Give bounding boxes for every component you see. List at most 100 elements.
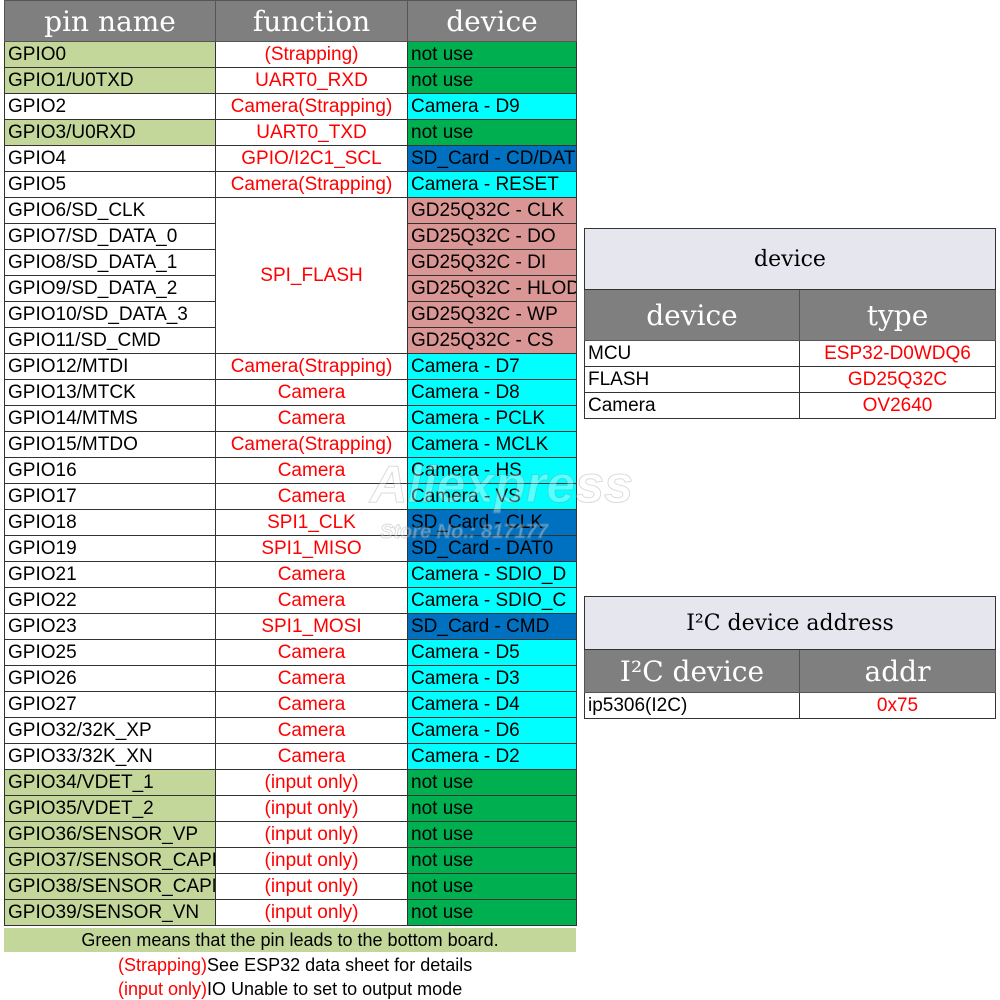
device-cell: not use bbox=[407, 795, 577, 822]
device-cell: MCU bbox=[584, 340, 800, 367]
pin-name-cell: GPIO34/VDET_1 bbox=[4, 769, 216, 796]
device-cell: not use bbox=[407, 41, 577, 68]
i2c-addr-cell: 0x75 bbox=[798, 692, 997, 719]
device-table-caption: device bbox=[583, 228, 997, 290]
function-cell: Camera bbox=[215, 639, 408, 666]
table-row: GPIO5 Camera(Strapping) Camera - RESET bbox=[4, 171, 577, 198]
pin-name-cell: GPIO22 bbox=[4, 587, 216, 614]
pin-table-header-row: pin name function device bbox=[4, 0, 577, 42]
pin-name-cell: GPIO14/MTMS bbox=[4, 405, 216, 432]
pin-name-cell: GPIO15/MTDO bbox=[4, 431, 216, 458]
table-row: Camera OV2640 bbox=[584, 392, 997, 419]
function-cell: Camera bbox=[215, 587, 408, 614]
table-row: GPIO37/SENSOR_CAPP (input only) not use bbox=[4, 847, 577, 874]
device-cell: Camera - PCLK bbox=[407, 405, 577, 432]
function-cell: (input only) bbox=[215, 847, 408, 874]
function-cell: (input only) bbox=[215, 873, 408, 900]
device-cell: SD_Card - CD/DAT bbox=[407, 145, 577, 172]
device-cell: Camera - HS bbox=[407, 457, 577, 484]
device-cell: not use bbox=[407, 873, 577, 900]
function-cell: Camera(Strapping) bbox=[215, 171, 408, 198]
device-cell: GD25Q32C - WP bbox=[407, 301, 577, 328]
pin-name-cell: GPIO38/SENSOR_CAPN bbox=[4, 873, 216, 900]
pin-name-cell: GPIO32/32K_XP bbox=[4, 717, 216, 744]
device-cell: Camera - D3 bbox=[407, 665, 577, 692]
header-pin-name: pin name bbox=[4, 0, 216, 42]
device-cell: Camera - D6 bbox=[407, 717, 577, 744]
pin-name-cell: GPIO0 bbox=[4, 41, 216, 68]
table-row: MCU ESP32-D0WDQ6 bbox=[584, 340, 997, 367]
pin-name-cell: GPIO25 bbox=[4, 639, 216, 666]
pin-name-cell: GPIO21 bbox=[4, 561, 216, 588]
device-cell: not use bbox=[407, 769, 577, 796]
function-cell: Camera bbox=[215, 665, 408, 692]
device-cell: FLASH bbox=[584, 366, 800, 393]
device-cell: Camera - SDIO_C bbox=[407, 587, 577, 614]
table-row: GPIO0 (Strapping) not use bbox=[4, 41, 577, 68]
table-row: GPIO4 GPIO/I2C1_SCL SD_Card - CD/DAT bbox=[4, 145, 577, 172]
table-row: GPIO2 Camera(Strapping) Camera - D9 bbox=[4, 93, 577, 120]
pin-name-cell: GPIO19 bbox=[4, 535, 216, 562]
table-row: GPIO34/VDET_1 (input only) not use bbox=[4, 769, 577, 796]
legend-strapping-text: See ESP32 data sheet for details bbox=[207, 955, 473, 975]
pin-name-cell: GPIO12/MTDI bbox=[4, 353, 216, 380]
table-row: GPIO15/MTDO Camera(Strapping) Camera - MCL… bbox=[4, 431, 577, 458]
device-table: device device type MCU ESP32-D0WDQ6 FLAS… bbox=[583, 228, 997, 419]
device-cell: Camera - MCLK bbox=[407, 431, 577, 458]
function-cell: (input only) bbox=[215, 795, 408, 822]
function-cell: Camera bbox=[215, 717, 408, 744]
type-cell: ESP32-D0WDQ6 bbox=[798, 340, 997, 367]
type-cell: OV2640 bbox=[798, 392, 997, 419]
device-cell: GD25Q32C - CS bbox=[407, 327, 577, 354]
i2c-table-header-device: I²C device bbox=[584, 649, 800, 693]
table-row: GPIO27 Camera Camera - D4 bbox=[4, 691, 577, 718]
table-row: GPIO3/U0RXD UART0_TXD not use bbox=[4, 119, 577, 146]
footer-note: Green means that the pin leads to the bo… bbox=[4, 928, 576, 952]
pin-name-cell: GPIO26 bbox=[4, 665, 216, 692]
table-row: GPIO23 SPI1_MOSI SD_Card - CMD bbox=[4, 613, 577, 640]
device-cell: Camera - SDIO_D bbox=[407, 561, 577, 588]
pin-name-cell: GPIO10/SD_DATA_3 bbox=[4, 301, 216, 328]
header-function: function bbox=[215, 0, 408, 42]
device-table-header-device: device bbox=[584, 289, 800, 341]
pin-name-cell: GPIO36/SENSOR_VP bbox=[4, 821, 216, 848]
pin-name-cell: GPIO13/MTCK bbox=[4, 379, 216, 406]
table-row: GPIO13/MTCK Camera Camera - D8 bbox=[4, 379, 577, 406]
device-cell: GD25Q32C - CLK bbox=[407, 197, 577, 224]
function-cell: SPI_FLASH bbox=[215, 197, 408, 354]
pin-name-cell: GPIO33/32K_XN bbox=[4, 743, 216, 770]
function-cell: (input only) bbox=[215, 821, 408, 848]
table-row: GPIO1/U0TXD UART0_RXD not use bbox=[4, 67, 577, 94]
device-cell: SD_Card - CMD bbox=[407, 613, 577, 640]
function-cell: Camera bbox=[215, 561, 408, 588]
device-cell: not use bbox=[407, 67, 577, 94]
device-table-header-type: type bbox=[798, 289, 997, 341]
pin-name-cell: GPIO23 bbox=[4, 613, 216, 640]
pin-name-cell: GPIO7/SD_DATA_0 bbox=[4, 223, 216, 250]
function-cell: SPI1_MISO bbox=[215, 535, 408, 562]
function-cell: Camera bbox=[215, 379, 408, 406]
pin-name-cell: GPIO11/SD_CMD bbox=[4, 327, 216, 354]
pin-table-body: GPIO0 (Strapping) not use GPIO1/U0TXD UART0_… bbox=[4, 41, 577, 926]
function-cell: SPI1_CLK bbox=[215, 509, 408, 536]
device-cell: not use bbox=[407, 821, 577, 848]
table-row: GPIO6/SD_CLK SPI_FLASH GD25Q32C - CLK bbox=[4, 197, 577, 354]
device-cell: GD25Q32C - DO bbox=[407, 223, 577, 250]
device-cell: GD25Q32C - HLOD bbox=[407, 275, 577, 302]
table-row: GPIO38/SENSOR_CAPN (input only) not use bbox=[4, 873, 577, 900]
table-row: GPIO16 Camera Camera - HS bbox=[4, 457, 577, 484]
table-row: GPIO17 Camera Camera - VS bbox=[4, 483, 577, 510]
device-cell: Camera - D8 bbox=[407, 379, 577, 406]
table-row: GPIO21 Camera Camera - SDIO_D bbox=[4, 561, 577, 588]
device-cell: not use bbox=[407, 847, 577, 874]
pin-name-cell: GPIO1/U0TXD bbox=[4, 67, 216, 94]
table-row: FLASH GD25Q32C bbox=[584, 366, 997, 393]
header-device: device bbox=[407, 0, 577, 42]
pin-name-cell: GPIO9/SD_DATA_2 bbox=[4, 275, 216, 302]
function-cell: GPIO/I2C1_SCL bbox=[215, 145, 408, 172]
table-row: GPIO14/MTMS Camera Camera - PCLK bbox=[4, 405, 577, 432]
function-cell: Camera bbox=[215, 483, 408, 510]
device-cell: Camera - D4 bbox=[407, 691, 577, 718]
pin-name-cell: GPIO3/U0RXD bbox=[4, 119, 216, 146]
device-cell: not use bbox=[407, 899, 577, 926]
